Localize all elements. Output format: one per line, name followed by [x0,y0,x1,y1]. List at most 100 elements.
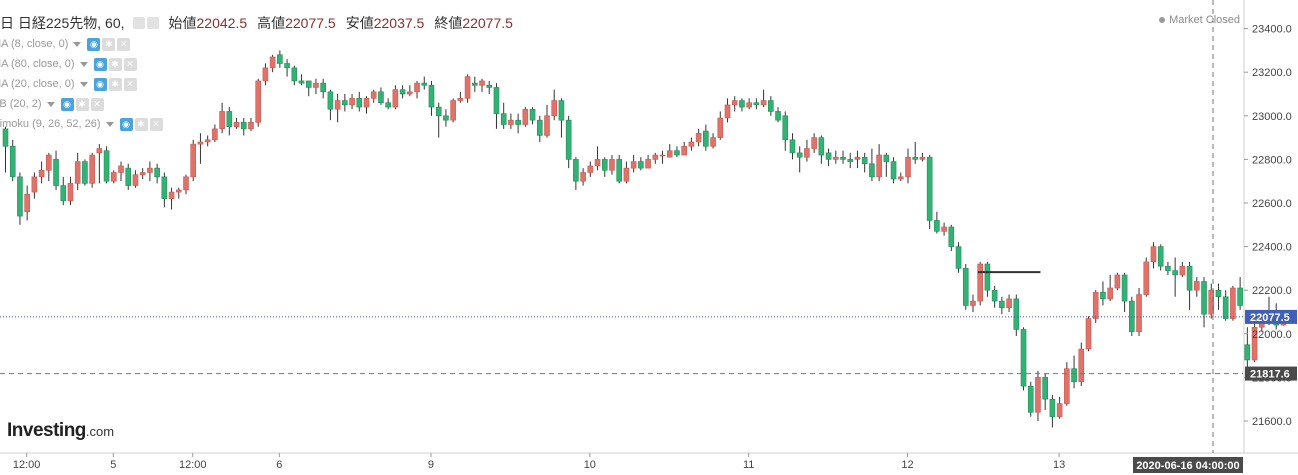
candle-body [248,122,254,130]
candle-body [67,183,74,202]
candle-body [291,67,298,82]
candle-body [724,104,731,119]
eye-icon[interactable]: ◉ [93,57,107,71]
gear-icon[interactable] [146,17,159,29]
candle [912,141,919,164]
candle-body [89,154,95,184]
chevron-down-icon[interactable] [46,101,55,107]
chevron-down-icon[interactable] [73,41,82,47]
market-status: Market Closed [1159,14,1240,26]
candle [962,264,969,310]
candle [601,157,608,177]
candle-body [1157,246,1164,267]
candle [125,163,132,190]
candle [760,89,767,108]
candle-body [1056,403,1063,417]
candle-body [573,159,579,182]
candle [746,98,752,110]
chevron-down-icon[interactable] [105,121,114,127]
candle [645,155,651,169]
candle [313,78,319,94]
candle-body [500,113,507,125]
candle-body [681,146,687,156]
gear-icon[interactable]: ✱ [108,57,122,71]
candle-body [74,161,81,184]
candle [1100,281,1106,306]
candle-body [1121,274,1128,302]
close-label: 終値 [434,15,463,31]
candle-body [212,128,218,141]
gear-icon[interactable]: ✱ [134,117,148,131]
candle-body [746,102,752,108]
candle-body [825,152,832,160]
candle-body [1085,318,1092,350]
candle [327,89,334,121]
candle-body [1064,368,1070,404]
indicator-label: MA (20, close, 0) [0,78,75,90]
candle [1237,277,1243,310]
candle-body [226,111,233,128]
eye-icon[interactable]: ◉ [60,97,74,111]
candle [471,76,478,92]
market-status-text: Market Closed [1169,14,1240,26]
chevron-down-icon[interactable] [79,81,88,87]
chevron-down-icon[interactable] [79,61,88,67]
candle [305,80,312,97]
candle-body [428,84,435,108]
candle [269,54,276,73]
symbol-header: 日 日経225先物, 60, 始値 22042.5 高値 22077.5 安値 … [0,13,523,33]
candle-body [392,89,399,108]
candle-body [277,54,283,64]
candle [262,63,269,86]
close-icon[interactable]: ✕ [149,117,163,131]
close-icon[interactable]: ✕ [123,57,137,71]
candle-body [948,226,955,247]
candle [1020,327,1027,391]
candle [710,133,716,149]
candle-body [103,150,110,182]
candle [565,115,572,169]
settings-icon[interactable] [132,17,145,29]
candle [363,96,370,114]
candle-body [125,167,132,186]
candle [82,159,88,186]
close-icon[interactable]: ✕ [90,97,104,111]
candle-body [659,154,666,157]
close-icon[interactable]: ✕ [117,37,131,51]
candle-body [197,141,204,145]
candle-body [204,139,211,143]
candle [1056,397,1063,419]
candle-body [876,154,882,178]
candle [9,139,16,182]
candle [392,85,399,110]
eye-icon[interactable]: ◉ [93,77,107,91]
gear-icon[interactable]: ✱ [108,77,122,91]
candle-body [298,80,305,84]
candle [1165,261,1171,275]
candle-body [768,100,774,112]
open-value: 22042.5 [196,15,248,31]
candle [955,242,962,273]
candle-body [269,56,276,69]
candle [284,59,290,77]
eye-icon[interactable]: ◉ [119,117,133,131]
eye-icon[interactable]: ◉ [87,37,101,51]
candle-body [710,137,716,147]
candle-body [601,159,608,171]
candle [1150,242,1157,269]
price-tick-label: 23200.0 [1252,67,1292,79]
candle-body [695,132,702,143]
close-icon[interactable]: ✕ [123,77,137,91]
symbol-title: 日 日経225先物, 60, [0,15,125,31]
candle [38,161,45,184]
candle [349,94,355,110]
candle [1157,244,1164,271]
candle [67,176,74,206]
logo-suffix: .com [85,424,115,439]
price-tick-label: 23000.0 [1252,111,1292,123]
gear-icon[interactable]: ✱ [75,97,89,111]
candle-body [46,154,52,171]
candle-body [111,172,117,182]
gear-icon[interactable]: ✱ [102,37,116,51]
